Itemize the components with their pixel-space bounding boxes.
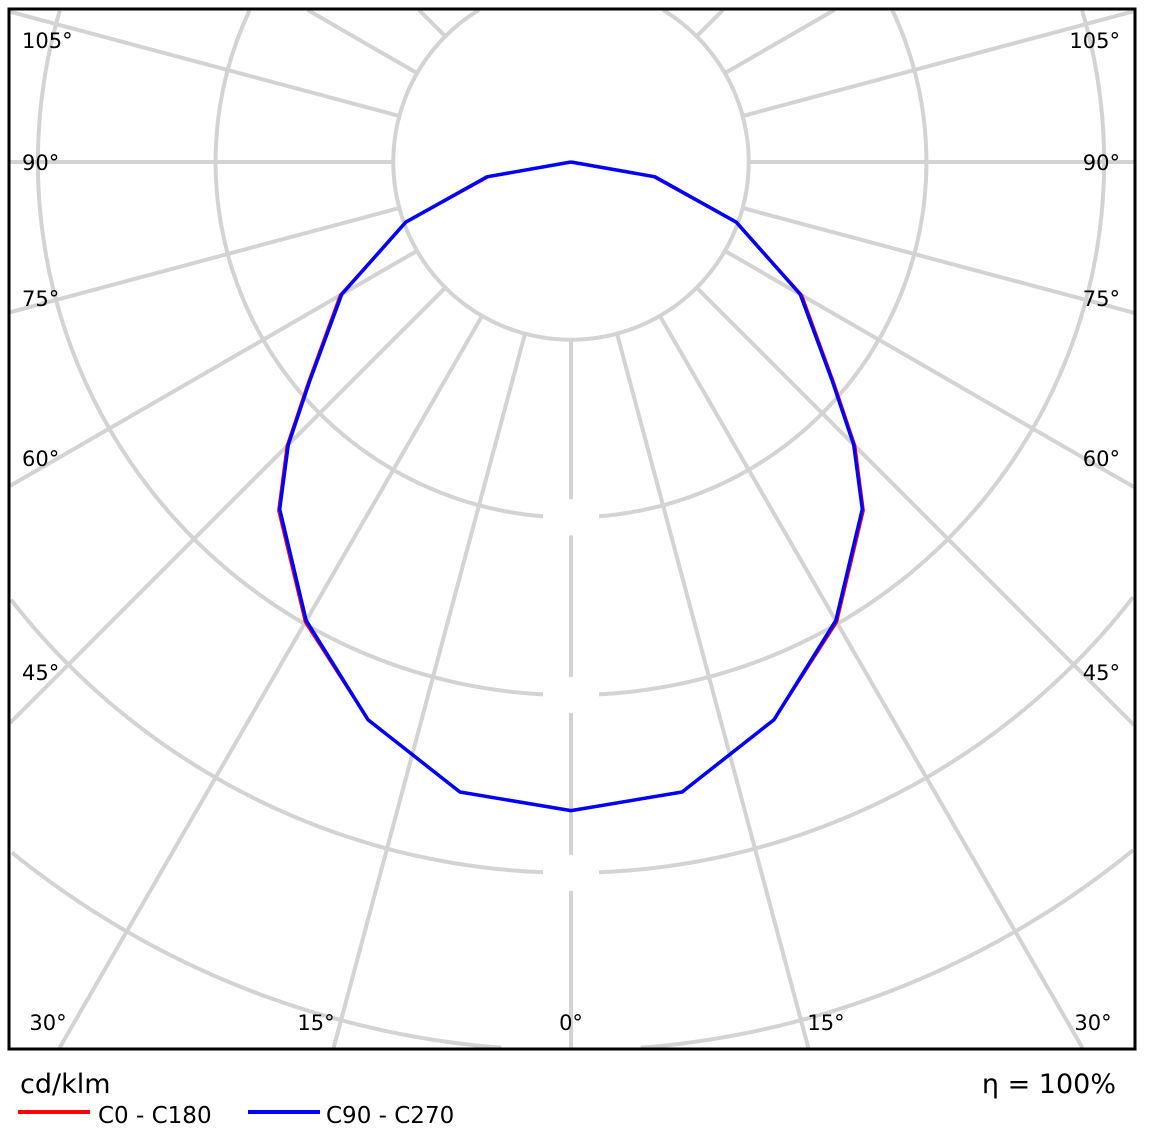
angle-label-bottom-0: 0° <box>559 1011 583 1035</box>
angle-label-left-60: 60° <box>22 447 59 471</box>
angle-label-bottom-30-right: 30° <box>1074 1011 1111 1035</box>
grid-radial-line <box>723 8 836 75</box>
grid-radial-line <box>742 9 1135 118</box>
efficiency-label: η = 100% <box>982 1069 1116 1100</box>
grid-radial-line <box>723 249 1135 489</box>
angle-label-bottom-15-right: 15° <box>807 1011 844 1035</box>
series-curve-c90-c270 <box>277 160 865 813</box>
grid-radial-line <box>8 286 447 725</box>
angle-label-left-105: 105° <box>22 29 73 53</box>
legend-label-c90-c270: C90 - C270 <box>326 1103 454 1129</box>
grid-ring <box>9 595 1135 875</box>
grid-radial-line <box>9 249 419 488</box>
grid-radial-line <box>306 8 419 75</box>
grid-ring <box>35 9 1107 698</box>
unit-label: cd/klm <box>20 1069 111 1100</box>
angle-label-left-75: 75° <box>22 287 59 311</box>
grid-radial-line <box>331 333 527 1049</box>
legend-label-c0-c180: C0 - C180 <box>98 1103 212 1129</box>
angle-label-right-45: 45° <box>1083 661 1120 685</box>
grid-ring <box>10 848 1135 1050</box>
grid-radial-line <box>695 286 1136 727</box>
grid-radial-line <box>742 206 1135 315</box>
ring-value-label-gap <box>543 499 599 536</box>
angle-label-right-60: 60° <box>1083 447 1120 471</box>
grid-radial-line <box>658 314 1085 1050</box>
plot-frame <box>7 7 1137 1051</box>
polar-grid <box>8 8 1136 1050</box>
grid-radial-line <box>695 8 725 38</box>
grid-radial-line <box>9 9 400 118</box>
ring-value-label-gap <box>543 677 599 714</box>
grid-radial-line <box>57 314 484 1049</box>
grid-ring <box>213 9 929 520</box>
curves <box>277 160 865 813</box>
angle-label-bottom-30-left: 30° <box>29 1011 66 1035</box>
grid-radial-line <box>9 206 400 315</box>
angle-label-right-105: 105° <box>1069 29 1120 53</box>
angle-label-bottom-15-left: 15° <box>297 1011 334 1035</box>
ring-value-label-gap <box>543 854 599 891</box>
angle-label-right-90: 90° <box>1083 151 1120 175</box>
angle-label-left-90: 90° <box>22 151 59 175</box>
angle-label-right-75: 75° <box>1083 287 1120 311</box>
grid-radial-line <box>615 333 811 1049</box>
grid-radial-line <box>417 8 447 38</box>
angle-label-left-45: 45° <box>22 661 59 685</box>
grid-ring <box>391 8 751 342</box>
